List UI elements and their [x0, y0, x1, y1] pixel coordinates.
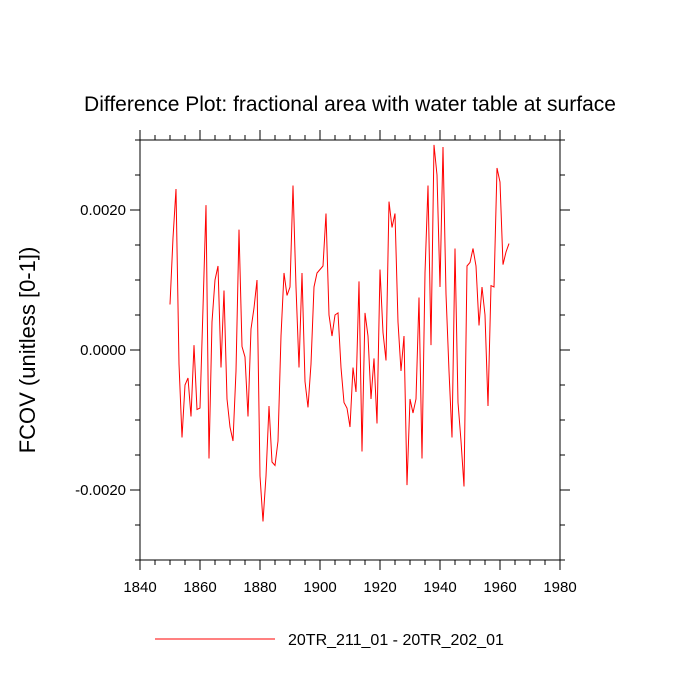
x-tick-label: 1840: [123, 579, 156, 596]
series-line: [169, 144, 510, 522]
plot-frame: [139, 139, 561, 561]
y-tick-label: 0.0020: [80, 202, 126, 219]
x-tick-label: 1980: [543, 579, 576, 596]
y-tick-labels: -0.0020 0.0000 0.0020: [75, 202, 126, 499]
x-tick-label: 1880: [243, 579, 276, 596]
y-tick-label: -0.0020: [75, 482, 126, 499]
x-tick-label: 1940: [423, 579, 456, 596]
legend-entry: 20TR_211_01 - 20TR_202_01: [288, 632, 504, 649]
axis-ticks: [130, 130, 570, 570]
x-tick-label: 1900: [303, 579, 336, 596]
x-tick-labels: 1840 1860 1880 1900 1920 1940 1960 1980: [123, 579, 576, 596]
x-tick-label: 1960: [483, 579, 516, 596]
y-axis-label: FCOV (unitless [0-1]): [15, 247, 40, 454]
chart-title: Difference Plot: fractional area with wa…: [84, 93, 616, 116]
x-tick-label: 1920: [363, 579, 396, 596]
y-tick-label: 0.0000: [80, 342, 126, 359]
x-tick-label: 1860: [183, 579, 216, 596]
